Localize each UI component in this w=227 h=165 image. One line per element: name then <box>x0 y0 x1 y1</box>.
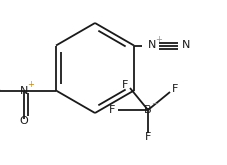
Text: F: F <box>122 80 128 90</box>
Text: B: B <box>144 105 152 115</box>
Text: F: F <box>145 132 151 142</box>
Text: F: F <box>172 84 178 94</box>
Text: N: N <box>20 85 28 96</box>
Text: −: − <box>151 99 158 109</box>
Text: +: + <box>155 35 162 44</box>
Text: +: + <box>28 80 35 89</box>
Text: N: N <box>182 40 190 50</box>
Text: O: O <box>20 115 28 126</box>
Text: F: F <box>109 105 115 115</box>
Text: N: N <box>148 40 156 50</box>
